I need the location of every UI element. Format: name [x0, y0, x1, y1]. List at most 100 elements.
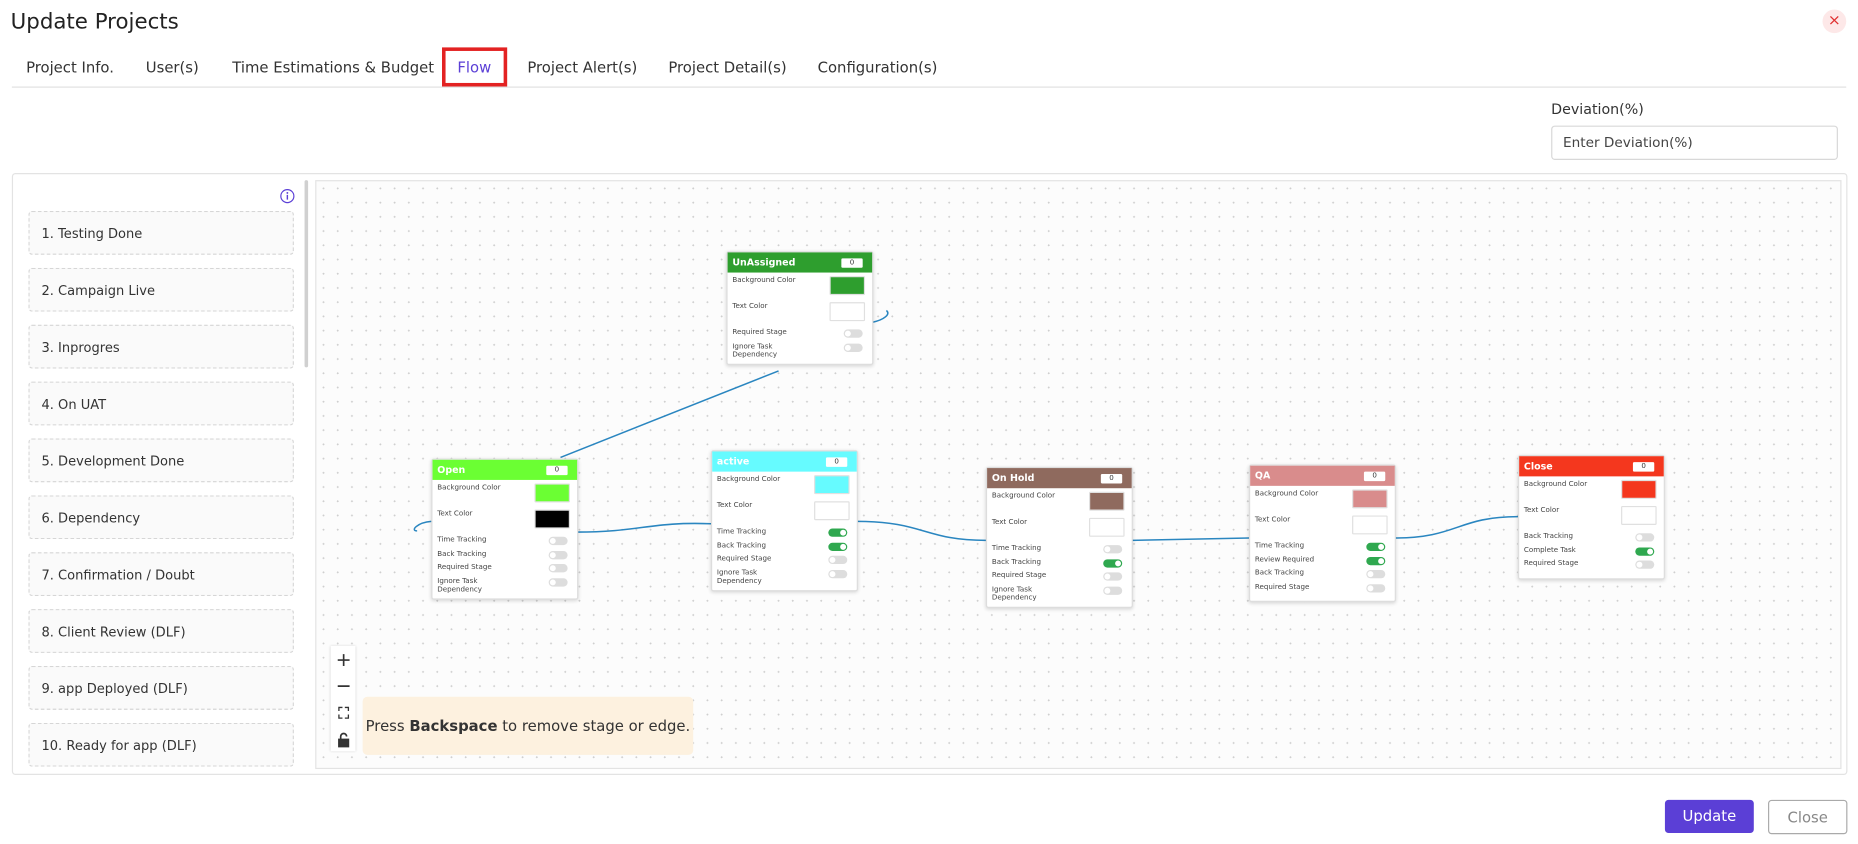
stage-item[interactable]: 2. Campaign Live	[28, 267, 294, 312]
toggle[interactable]	[828, 555, 848, 565]
edge[interactable]	[872, 309, 889, 324]
close-icon[interactable]: ×	[1822, 9, 1847, 34]
toggle[interactable]	[828, 569, 848, 578]
toggle[interactable]	[1366, 583, 1386, 592]
zoom-in[interactable]	[337, 654, 350, 666]
stage-node[interactable]: UnAssigned 0 Background Color Text Color Req…	[726, 251, 874, 365]
toggle[interactable]	[548, 577, 568, 586]
toggle[interactable]	[828, 542, 848, 551]
stage-item[interactable]: 10. Ready for app (DLF)	[28, 722, 294, 767]
node-header: QA 0	[1250, 465, 1395, 486]
node-row: Back Tracking	[1519, 532, 1664, 546]
stage-item[interactable]: 4. On UAT	[28, 381, 294, 426]
row-label: Back Tracking	[1523, 532, 1574, 541]
node-row: Required Stage	[987, 571, 1132, 585]
node-header: active 0	[712, 451, 857, 472]
toggle[interactable]	[1635, 546, 1655, 556]
toggle[interactable]	[548, 564, 568, 573]
node-body: Background Color Text Color Time Tracking R…	[1250, 486, 1395, 601]
control-icons	[337, 654, 350, 748]
color-swatch[interactable]	[829, 276, 866, 296]
node-row: Required Stage	[1519, 559, 1664, 573]
stage-item[interactable]: 3. Inprogres	[28, 324, 294, 369]
color-swatch[interactable]	[1089, 517, 1125, 537]
stage-item[interactable]: 8. Client Review (DLF)	[28, 609, 294, 653]
stage-item[interactable]: 6. Dependency	[28, 495, 294, 540]
row-label: Text Color	[716, 501, 753, 510]
tab[interactable]: Time Estimations & Budget	[232, 58, 435, 76]
stage-node[interactable]: QA 0 Background Color Text Color Time Tracki…	[1248, 464, 1396, 602]
row-label: Required Stage	[732, 328, 787, 337]
toggle[interactable]	[1366, 542, 1386, 552]
toggle[interactable]	[1103, 585, 1123, 595]
stage-item[interactable]: 1. Testing Done	[28, 210, 294, 255]
toggle[interactable]	[843, 329, 863, 338]
toggle[interactable]	[1366, 556, 1386, 565]
toggle[interactable]	[843, 343, 863, 352]
row-label: Required Stage	[1254, 582, 1310, 591]
edge[interactable]	[1131, 537, 1250, 542]
edge[interactable]	[1394, 515, 1518, 539]
node-row: Background Color	[728, 276, 873, 302]
tab[interactable]: User(s)	[145, 58, 199, 76]
tab[interactable]: Project Info.	[26, 58, 114, 76]
row-label: Required Stage	[716, 554, 772, 563]
color-swatch[interactable]	[534, 483, 570, 503]
edge[interactable]	[413, 520, 432, 532]
row-label: Text Color	[437, 509, 473, 518]
stage-node[interactable]: Open 0 Background Color Text Color Time Trac…	[431, 458, 579, 600]
deviation-label: Deviation(%)	[1551, 100, 1644, 118]
edge[interactable]	[577, 522, 712, 533]
toggle[interactable]	[828, 528, 848, 537]
node-row: Required Stage	[728, 328, 873, 342]
color-swatch[interactable]	[1352, 515, 1388, 535]
stage-item[interactable]: 7. Confirmation / Doubt	[28, 552, 294, 597]
stage-item[interactable]: 9. app Deployed (DLF)	[28, 665, 294, 710]
deviation-input[interactable]: Enter Deviation(%)	[1551, 125, 1838, 160]
edge[interactable]	[560, 370, 779, 459]
node-count: 0	[1632, 462, 1655, 472]
stage-node[interactable]: On Hold 0 Background Color Text Color Time T…	[985, 466, 1133, 608]
node-body: Background Color Text Color Time Tracking B…	[433, 480, 578, 598]
node-row: Time Tracking	[712, 527, 857, 541]
color-swatch[interactable]	[1621, 479, 1657, 499]
update-button[interactable]: Update	[1664, 799, 1754, 834]
tab[interactable]: Project Detail(s)	[668, 58, 787, 76]
color-swatch[interactable]	[1089, 491, 1125, 511]
lock[interactable]	[338, 732, 350, 748]
stage-node[interactable]: Close 0 Background Color Text Color Back Tra…	[1517, 455, 1665, 579]
color-swatch[interactable]	[1352, 489, 1388, 509]
node-row: Background Color	[433, 483, 578, 509]
toggle[interactable]	[1103, 558, 1123, 568]
tab[interactable]: Project Alert(s)	[527, 58, 638, 76]
row-label: Time Tracking	[716, 527, 767, 536]
close-button[interactable]: Close	[1768, 799, 1848, 835]
row-label: Back Tracking	[1254, 568, 1305, 578]
node-row: Ignore Task Dependency	[728, 342, 873, 358]
stage-item[interactable]: 5. Development Done	[28, 438, 294, 483]
color-swatch[interactable]	[829, 302, 866, 322]
toggle[interactable]	[1103, 545, 1123, 554]
toggle[interactable]	[1635, 533, 1655, 542]
tab[interactable]: Configuration(s)	[817, 58, 938, 76]
color-swatch[interactable]	[814, 501, 850, 521]
edge[interactable]	[856, 520, 986, 542]
color-swatch[interactable]	[534, 509, 570, 529]
stage-node[interactable]: active 0 Background Color Text Color Time Tr…	[710, 450, 858, 591]
node-body: Background Color Text Color Time Tracking B…	[712, 472, 857, 590]
color-swatch[interactable]	[1621, 505, 1657, 525]
row-label: Background Color	[716, 475, 781, 484]
fit-view[interactable]	[338, 706, 350, 719]
tab[interactable]: Flow	[442, 47, 507, 87]
toggle[interactable]	[1635, 560, 1655, 569]
toggle[interactable]	[548, 536, 568, 546]
hint: Press Backspace to remove stage or edge.	[362, 696, 694, 755]
toggle[interactable]	[548, 550, 568, 559]
toggle[interactable]	[1366, 569, 1386, 579]
toggle[interactable]	[1103, 572, 1123, 581]
info-icon[interactable]	[280, 188, 295, 204]
row-label: Complete Task	[1523, 545, 1576, 554]
scrollbar[interactable]	[304, 180, 309, 368]
color-swatch[interactable]	[814, 475, 850, 495]
modal-title: Update Projects	[10, 9, 179, 35]
